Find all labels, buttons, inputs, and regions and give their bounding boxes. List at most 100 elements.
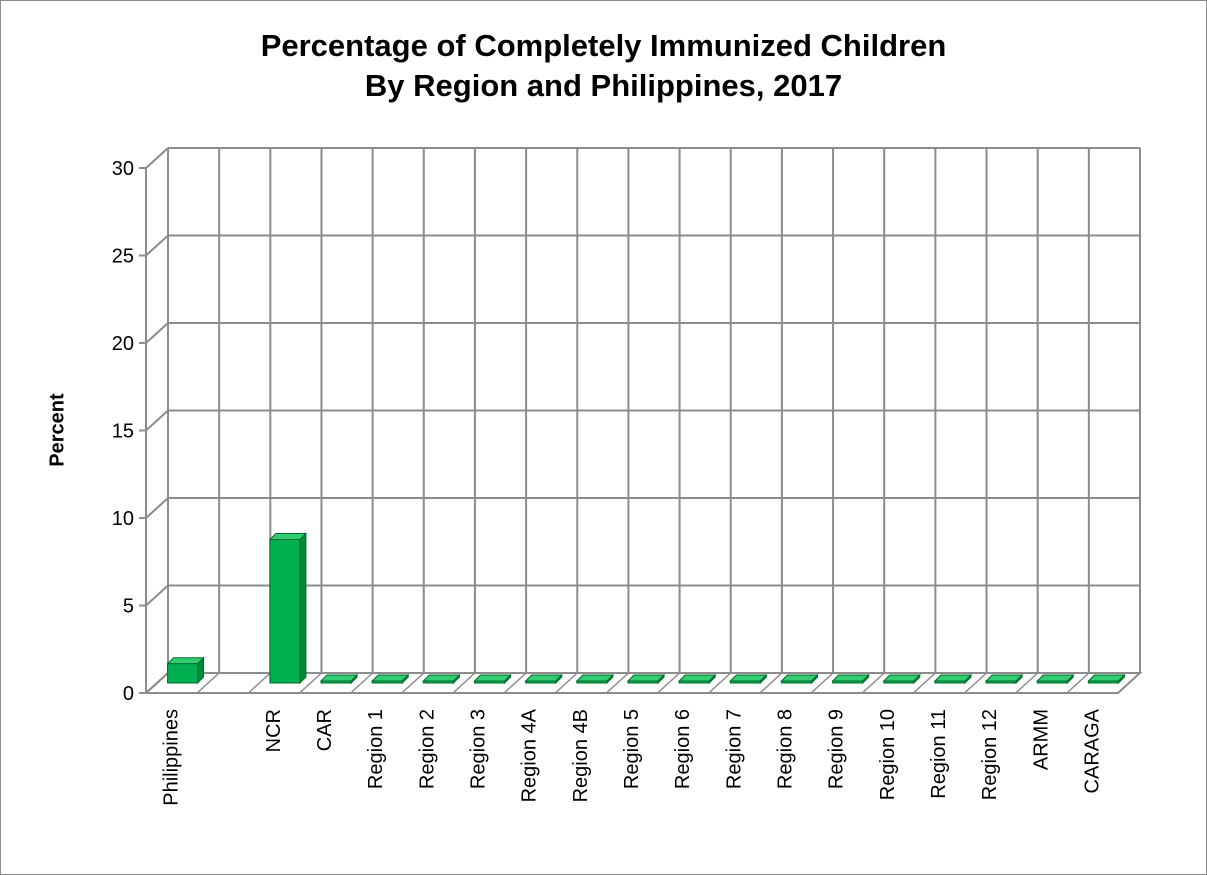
bar-front [525,680,557,684]
chart-grid [143,147,1143,694]
y-axis-ticks: 0 5 10 15 20 25 30 [112,158,146,705]
chart-subtitle: By Region and Philippines, 2017 [364,68,843,103]
bar-top [422,674,461,682]
bar-top [268,533,308,540]
bar-top [984,674,1024,682]
bar [1036,673,1075,685]
x-tick-label: Region 7 [723,709,745,789]
floor-divider [810,672,834,694]
bar-top [831,674,870,682]
floor-divider [1066,672,1090,694]
bar-front [474,680,506,684]
bar-front [167,663,199,684]
bar [422,673,461,685]
x-tick-label: CAR [314,709,336,751]
bar [933,673,973,685]
floor-divider [708,672,732,694]
bar-series [166,532,1126,685]
x-tick-label: Region 10 [877,709,899,800]
bar-side [299,532,307,685]
floor-divider [1015,672,1039,694]
x-axis-ticks: Philippines NCR CAR Region 1 Region 2 Region … [161,708,1104,805]
bar-top [882,674,921,682]
bar-top [473,674,512,682]
floor-divider [503,672,527,694]
x-tick-label: Region 4B [570,709,592,802]
gridline-side [145,497,169,519]
floor-divider [350,672,374,694]
x-tick-label: NCR [263,709,285,752]
bar [575,673,615,685]
bar [729,673,768,685]
bar-front [934,680,966,684]
floor-divider [912,672,936,694]
floor-divider [554,672,578,694]
floor-divider [145,672,169,694]
floor-divider [298,672,322,694]
bar-front [678,680,710,684]
y-tick-label: 20 [112,333,134,355]
bar [371,673,410,685]
floor-divider [964,672,988,694]
floor-divider [452,672,476,694]
bar-front [576,680,608,684]
bar [166,656,205,685]
gridline-side [145,584,169,607]
bar-front [627,680,659,684]
bar-top [524,674,563,682]
floor-divider [247,672,271,694]
bar [831,673,870,685]
x-tick-label: Region 4A [519,708,541,802]
bar-top [1036,674,1075,682]
bar-front [320,680,352,684]
bar-front [780,680,812,684]
bar-front [1036,680,1068,684]
x-tick-label: Region 9 [826,709,848,789]
bar-front [422,680,454,684]
bar [677,673,717,685]
bar-front [371,680,403,684]
bar-top [780,674,819,682]
bar-top [166,657,205,665]
x-tick-label: ARMM [1030,709,1052,770]
bar-top [319,674,359,682]
floor-divider [861,672,885,694]
bar-front [269,539,301,684]
bar-top [626,674,666,682]
gridline-side [145,322,169,344]
bar-top [1087,674,1126,682]
x-tick-label: Region 5 [621,709,643,789]
x-tick-label: Region 11 [928,709,950,799]
y-tick-label: 10 [112,508,134,530]
x-tick-label: Region 1 [365,709,387,789]
bar [1087,673,1126,685]
bar-front [1087,680,1119,684]
floor-divider [657,672,681,694]
bar [473,673,512,685]
bar-front [985,680,1017,684]
x-tick-label: Region 6 [672,709,694,789]
bar-front [883,680,915,684]
bar-top [371,674,410,682]
y-tick-label: 30 [112,158,134,180]
bar-front [729,680,761,684]
y-tick-label: 25 [112,246,134,268]
floor-divider [759,672,783,694]
bar [268,532,308,685]
x-tick-label: CARAGA [1081,708,1103,793]
x-tick-label: Philippines [161,709,183,806]
bar-front [832,680,864,684]
x-tick-label: Region 12 [979,709,1001,800]
floor-divider [196,672,220,694]
floor-divider [401,672,425,694]
bar [984,673,1024,685]
bar [882,673,921,685]
floor-divider [1117,672,1141,694]
bar-top [575,674,615,682]
bar-top [729,674,768,682]
floor-divider [605,672,629,694]
chart-title: Percentage of Completely Immunized Child… [260,28,947,63]
bar [319,673,359,685]
